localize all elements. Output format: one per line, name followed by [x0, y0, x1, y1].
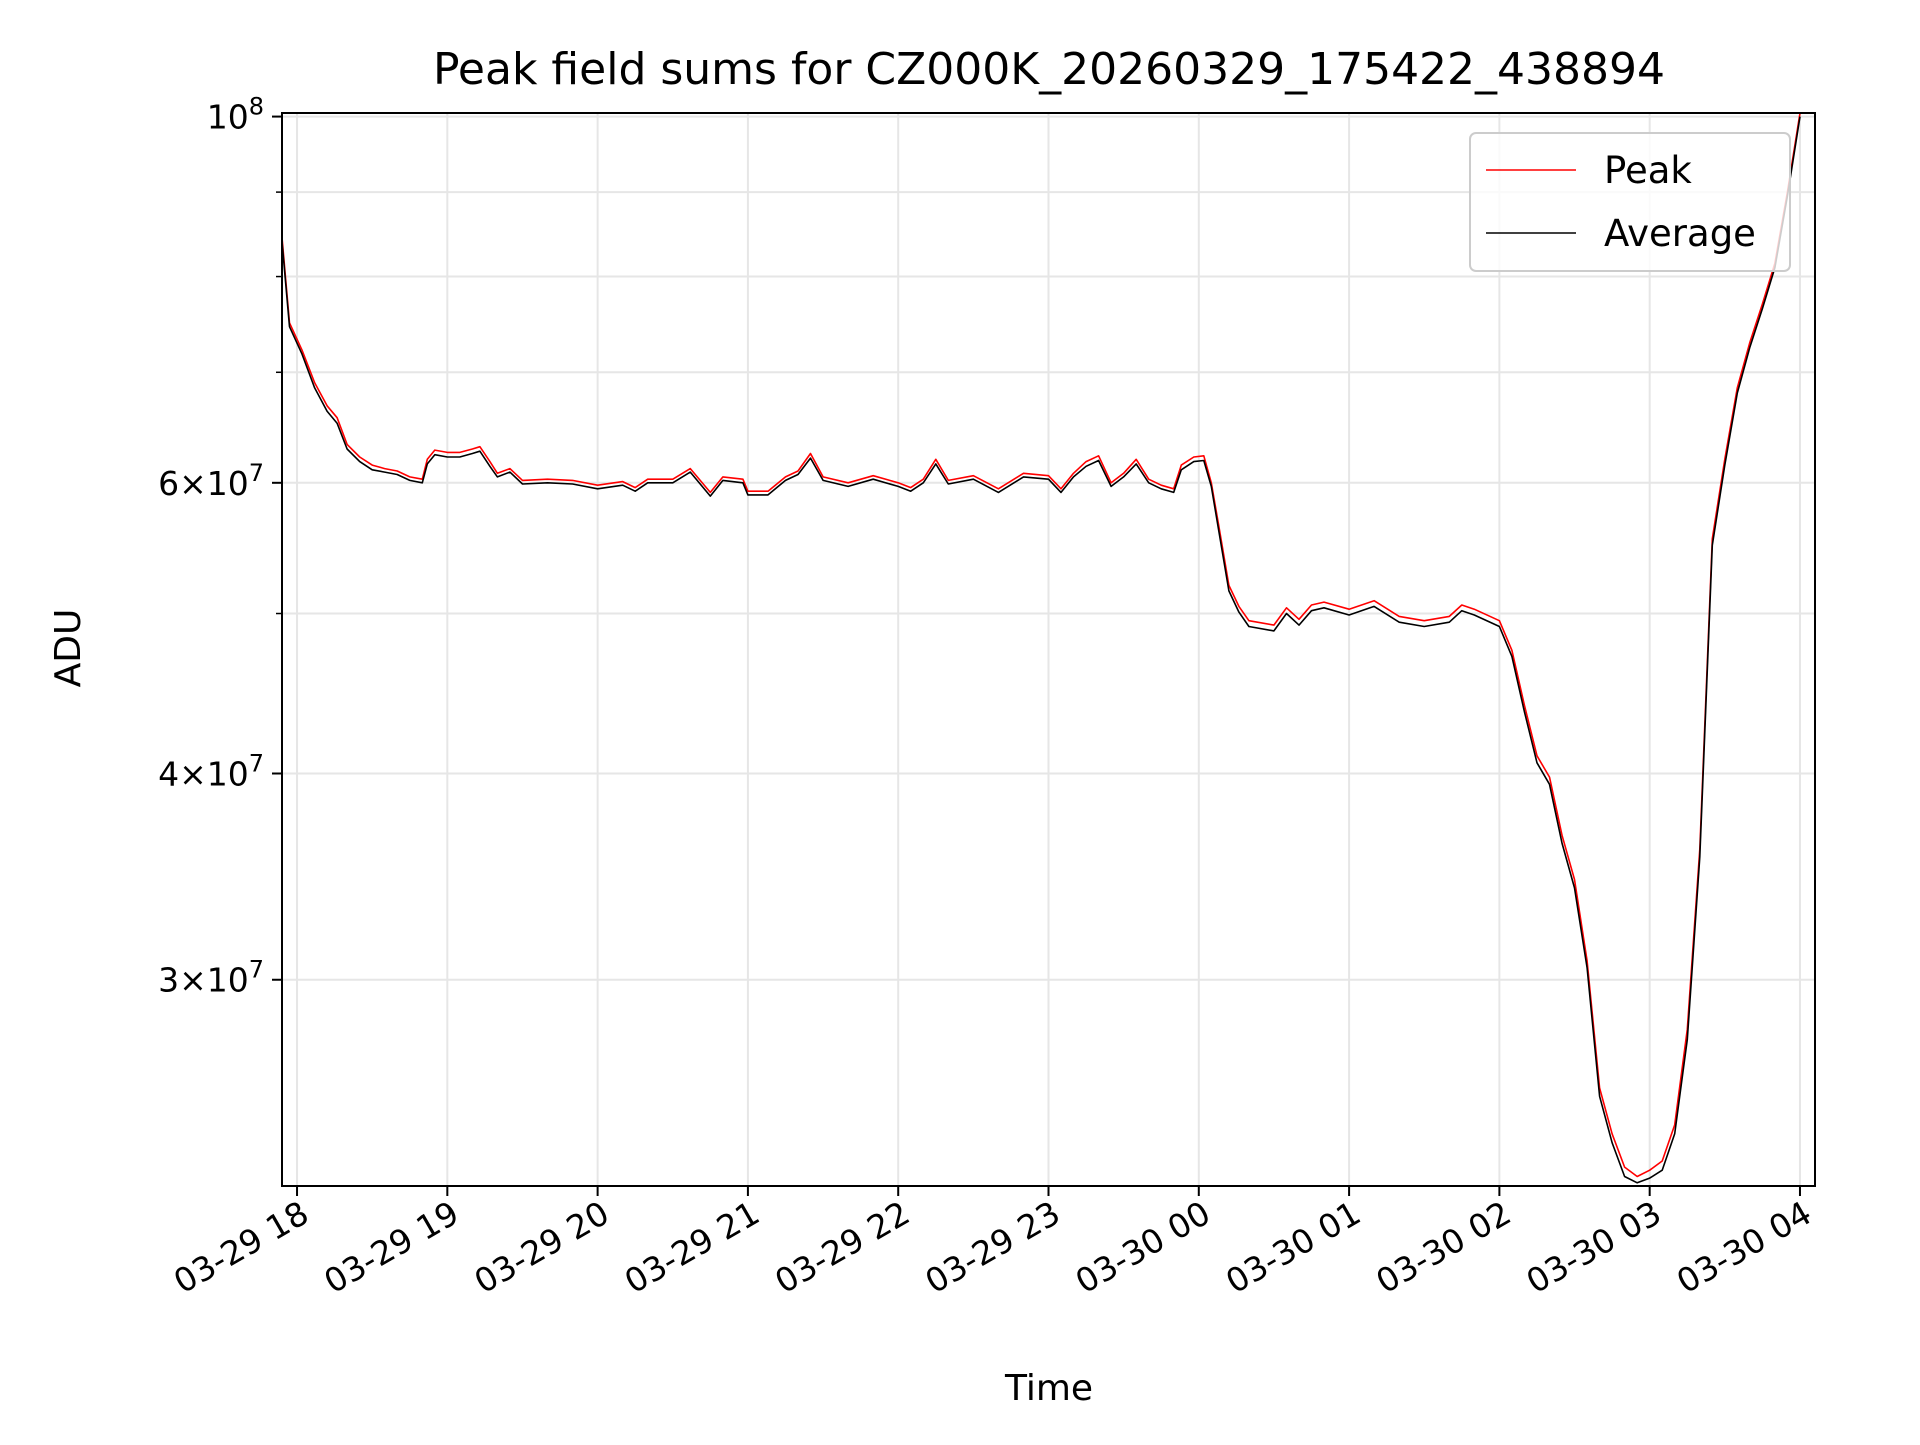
y-tick-mantissa: 3: [158, 961, 179, 1000]
legend: Peak Average: [1469, 132, 1791, 272]
y-tick-exponent: 7: [249, 459, 264, 487]
y-tick-label: 4×107: [158, 749, 264, 793]
series-line-average: [281, 116, 1801, 1184]
y-tick-exponent: 8: [249, 93, 264, 121]
y-tick-exponent: 7: [249, 749, 264, 777]
chart-title: Peak field sums for CZ000K_20260329_1754…: [433, 44, 1665, 95]
y-tick-mantissa: 6: [158, 464, 179, 503]
y-tick-base: ×10: [179, 464, 249, 503]
y-tick-base: 10: [207, 98, 249, 137]
series-lines: [281, 112, 1801, 1184]
y-tick-base: ×10: [179, 754, 249, 793]
series-line-peak: [281, 112, 1801, 1178]
y-tick-exponent: 7: [249, 956, 264, 984]
y-axis-label: ADU: [48, 609, 89, 688]
legend-label-peak: Peak: [1604, 149, 1692, 192]
y-tick-label: 108: [207, 93, 264, 137]
x-axis-label: Time: [1004, 1368, 1093, 1409]
legend-box: [1469, 132, 1791, 272]
plot-frame: [281, 112, 1816, 1187]
y-tick-base: ×10: [179, 961, 249, 1000]
y-tick-label: 6×107: [158, 459, 264, 503]
legend-label-average: Average: [1604, 212, 1756, 255]
y-tick-mantissa: 4: [158, 754, 179, 793]
y-tick-label: 3×107: [158, 956, 264, 1000]
